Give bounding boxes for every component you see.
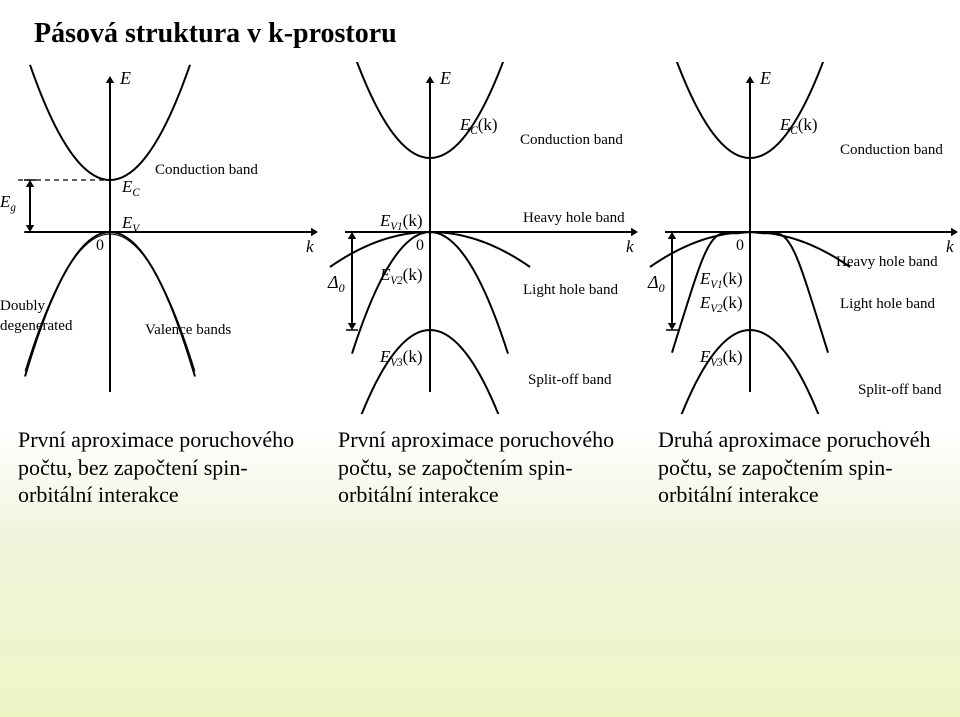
- caption-b: První aproximace poruchového počtu, se z…: [320, 426, 640, 509]
- svg-text:Conduction band: Conduction band: [840, 142, 943, 158]
- svg-text:EV2(k): EV2(k): [379, 265, 423, 287]
- svg-text:k: k: [626, 237, 634, 256]
- diagram-strip: Ek 0 EC Conduction band Eg EV Doubly degenerate…: [0, 62, 960, 414]
- svg-text:E: E: [119, 68, 131, 88]
- svg-text:EC(k): EC(k): [459, 115, 498, 137]
- svg-text:EV3(k): EV3(k): [379, 347, 423, 369]
- svg-text:EV1(k): EV1(k): [379, 211, 423, 233]
- band-structure-diagram: Ek 0 EC Conduction band Eg EV Doubly degenerate…: [0, 62, 960, 414]
- page: Pásová struktura v k-prostoru Ek 0 EC Condu…: [0, 0, 960, 717]
- svg-text:E: E: [439, 68, 451, 88]
- svg-text:Conduction band: Conduction band: [155, 162, 258, 178]
- svg-text:Δ0: Δ0: [327, 272, 345, 295]
- svg-text:Δ0: Δ0: [647, 272, 665, 295]
- svg-text:Heavy hole band: Heavy hole band: [836, 254, 938, 270]
- svg-text:EV1(k): EV1(k): [699, 269, 743, 291]
- page-title: Pásová struktura v k-prostoru: [34, 18, 397, 50]
- svg-text:E: E: [759, 68, 771, 88]
- svg-text:EC(k): EC(k): [779, 115, 818, 137]
- svg-text:Doubly: Doubly: [0, 298, 46, 314]
- svg-text:0: 0: [416, 237, 424, 254]
- svg-text:EC: EC: [121, 177, 140, 199]
- svg-text:EV: EV: [121, 213, 140, 235]
- svg-text:Heavy hole band: Heavy hole band: [523, 210, 625, 226]
- svg-text:degenerated: degenerated: [0, 318, 73, 334]
- svg-text:Valence bands: Valence bands: [145, 322, 231, 338]
- svg-text:Eg: Eg: [0, 192, 16, 214]
- captions-row: První aproximace poruchového počtu, bez …: [0, 426, 960, 509]
- svg-text:k: k: [306, 237, 314, 256]
- svg-text:Conduction band: Conduction band: [520, 132, 623, 148]
- svg-text:0: 0: [96, 237, 104, 254]
- svg-text:Split-off band: Split-off band: [528, 372, 612, 388]
- svg-text:Split-off band: Split-off band: [858, 382, 942, 398]
- caption-c: Druhá aproximace poruchovéh počtu, se za…: [640, 426, 960, 509]
- caption-a: První aproximace poruchového počtu, bez …: [0, 426, 320, 509]
- svg-text:EV3(k): EV3(k): [699, 347, 743, 369]
- svg-text:EV2(k): EV2(k): [699, 293, 743, 315]
- svg-text:0: 0: [736, 237, 744, 254]
- svg-text:k: k: [946, 237, 954, 256]
- svg-text:Light hole band: Light hole band: [523, 282, 618, 298]
- svg-text:Light hole band: Light hole band: [840, 296, 935, 312]
